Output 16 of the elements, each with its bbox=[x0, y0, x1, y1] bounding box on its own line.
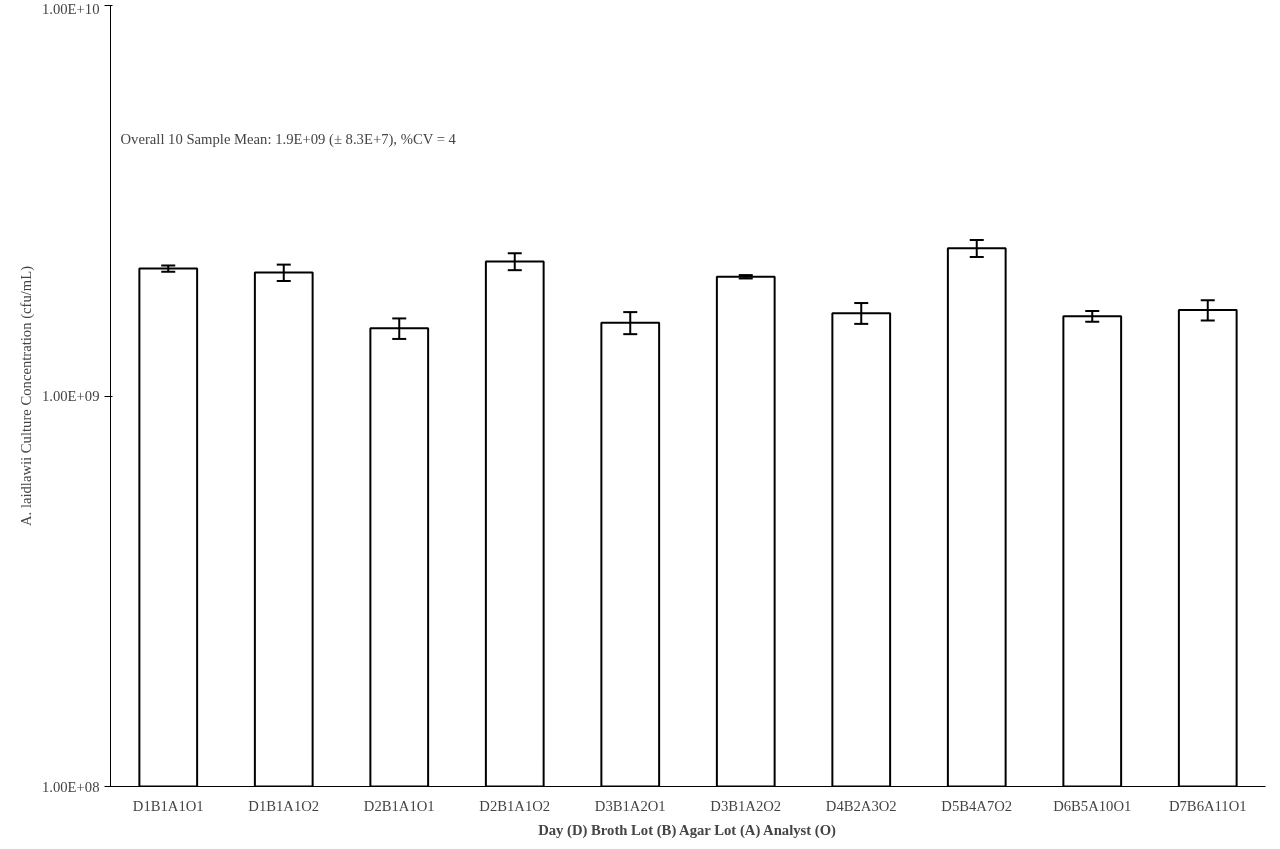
x-tick-label: D2B1A1O2 bbox=[479, 797, 551, 814]
y-tick-label: 1.00E+10 bbox=[41, 0, 100, 17]
x-tick-label: D5B4A7O2 bbox=[941, 797, 1013, 814]
x-tick-label: D6B5A10O1 bbox=[1053, 797, 1132, 814]
x-tick-label: D7B6A11O1 bbox=[1168, 797, 1247, 814]
x-tick-label: D3B1A2O1 bbox=[594, 797, 666, 814]
x-tick-label: D2B1A1O1 bbox=[363, 797, 435, 814]
x-tick-label: D3B1A2O2 bbox=[710, 797, 782, 814]
y-tick-label: 1.00E+08 bbox=[41, 778, 100, 795]
y-axis-title: A. laidlawii Culture Concentration (cfu/mL) bbox=[17, 265, 35, 527]
x-axis-title: Day (D) Broth Lot (B) Agar Lot (A) Analyst (O) bbox=[538, 821, 837, 839]
x-tick-label: D4B2A3O2 bbox=[825, 797, 897, 814]
x-tick-label: D1B1A1O2 bbox=[248, 797, 320, 814]
annotation: Overall 10 Sample Mean: 1.9E+09 (± 8.3E+7), %CV = 4 bbox=[120, 130, 457, 148]
x-tick-label: D1B1A1O1 bbox=[132, 797, 204, 814]
y-tick-label: 1.00E+09 bbox=[41, 388, 100, 404]
